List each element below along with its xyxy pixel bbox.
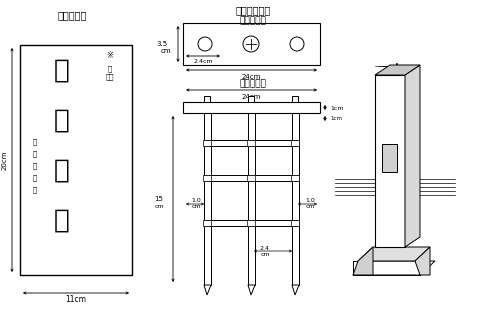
Text: 1.0: 1.0 [305,198,315,203]
Bar [183,23,320,65]
Bar [382,144,397,172]
Text: cm: cm [191,204,201,209]
Text: 20cm: 20cm [2,150,8,170]
Text: cm: cm [154,203,164,208]
Bar [292,113,299,285]
Text: 号: 号 [108,65,112,72]
Text: 土: 土 [33,150,37,156]
Bar [203,140,211,146]
Bar [248,96,254,102]
Text: 国: 国 [33,138,37,145]
Text: 2.4cm: 2.4cm [193,59,213,64]
Text: 15: 15 [154,196,163,202]
Bar [204,96,210,102]
Text: 地: 地 [33,162,37,169]
Text: 院: 院 [33,186,37,192]
Bar [375,75,405,247]
Text: 子: 子 [54,58,70,84]
Bar [291,220,299,226]
Text: ※: ※ [107,51,113,60]
Text: 24cm: 24cm [241,74,261,80]
Text: （平面図）: （平面図） [239,16,266,25]
Text: 3.5: 3.5 [157,41,168,47]
Bar [247,220,255,226]
Bar [292,96,298,102]
Polygon shape [353,247,373,275]
Bar [247,140,255,146]
Bar [204,113,211,285]
Text: （指　　標）: （指 標） [235,5,271,15]
Text: 2.4: 2.4 [260,245,270,250]
Bar [203,175,211,181]
Text: cm: cm [161,48,171,54]
Text: 1.0: 1.0 [191,198,201,203]
Text: 標: 標 [54,208,70,234]
Text: 24cm: 24cm [241,94,261,100]
Text: （断面図）: （断面図） [239,79,266,88]
Text: cm: cm [260,252,270,256]
Text: 理: 理 [33,174,37,181]
Text: 1cm: 1cm [330,105,344,110]
Bar [291,140,299,146]
Bar [204,175,299,181]
Polygon shape [204,285,211,295]
Text: 1cm: 1cm [330,115,342,121]
Text: （名　板）: （名 板） [57,10,87,20]
Bar [20,45,132,275]
Bar [203,220,211,226]
Text: 線: 線 [54,158,70,184]
Bar [248,113,255,285]
Polygon shape [248,285,255,295]
Polygon shape [292,285,299,295]
Polygon shape [415,247,430,275]
Bar [183,102,320,113]
Polygon shape [375,65,420,75]
Polygon shape [405,65,420,247]
Bar [247,175,255,181]
Bar [204,140,299,146]
Bar [204,220,299,226]
Polygon shape [358,247,430,261]
Bar [291,175,299,181]
Text: 11cm: 11cm [65,295,87,304]
Text: cm: cm [305,204,315,209]
Text: 基本: 基本 [106,73,114,80]
Text: 午: 午 [54,108,70,134]
Polygon shape [353,261,435,275]
